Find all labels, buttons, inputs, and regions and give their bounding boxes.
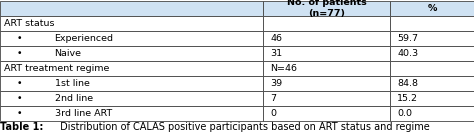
- Bar: [390, 1, 474, 16]
- Text: 31: 31: [270, 49, 283, 58]
- Bar: [0, 16, 263, 31]
- Bar: [390, 46, 474, 61]
- Text: 7: 7: [270, 94, 276, 103]
- Bar: [263, 46, 390, 61]
- Text: •: •: [17, 34, 22, 43]
- Text: •: •: [17, 49, 22, 58]
- Text: 3rd line ART: 3rd line ART: [55, 109, 112, 118]
- Bar: [390, 91, 474, 106]
- Bar: [263, 76, 390, 91]
- Text: 15.2: 15.2: [397, 94, 418, 103]
- Text: •: •: [17, 79, 22, 88]
- Bar: [0, 61, 263, 76]
- Bar: [390, 31, 474, 46]
- Bar: [390, 16, 474, 31]
- Text: No. of patients
(n=77): No. of patients (n=77): [287, 0, 366, 18]
- Text: Distribution of CALAS positive participants based on ART status and regime: Distribution of CALAS positive participa…: [57, 122, 429, 132]
- Text: 84.8: 84.8: [397, 79, 418, 88]
- Text: 39: 39: [270, 79, 283, 88]
- Bar: [263, 106, 390, 121]
- Text: %: %: [428, 4, 437, 13]
- Text: 2nd line: 2nd line: [55, 94, 92, 103]
- Bar: [0, 31, 263, 46]
- Bar: [263, 91, 390, 106]
- Text: 0: 0: [270, 109, 276, 118]
- Bar: [263, 31, 390, 46]
- Bar: [263, 61, 390, 76]
- Bar: [390, 76, 474, 91]
- Bar: [390, 61, 474, 76]
- Text: •: •: [17, 109, 22, 118]
- Text: Experienced: Experienced: [55, 34, 113, 43]
- Bar: [0, 1, 263, 16]
- Bar: [390, 106, 474, 121]
- Text: 40.3: 40.3: [397, 49, 419, 58]
- Text: 1st line: 1st line: [55, 79, 90, 88]
- Text: Naive: Naive: [55, 49, 82, 58]
- Text: 46: 46: [270, 34, 282, 43]
- Text: ART status: ART status: [4, 19, 55, 28]
- Text: N=46: N=46: [270, 64, 297, 73]
- Bar: [263, 16, 390, 31]
- Bar: [0, 46, 263, 61]
- Text: Table 1:: Table 1:: [0, 122, 44, 132]
- Text: 0.0: 0.0: [397, 109, 412, 118]
- Text: ART treatment regime: ART treatment regime: [4, 64, 109, 73]
- Text: 59.7: 59.7: [397, 34, 418, 43]
- Text: •: •: [17, 94, 22, 103]
- Bar: [263, 1, 390, 16]
- Bar: [0, 106, 263, 121]
- Bar: [0, 91, 263, 106]
- Bar: [0, 76, 263, 91]
